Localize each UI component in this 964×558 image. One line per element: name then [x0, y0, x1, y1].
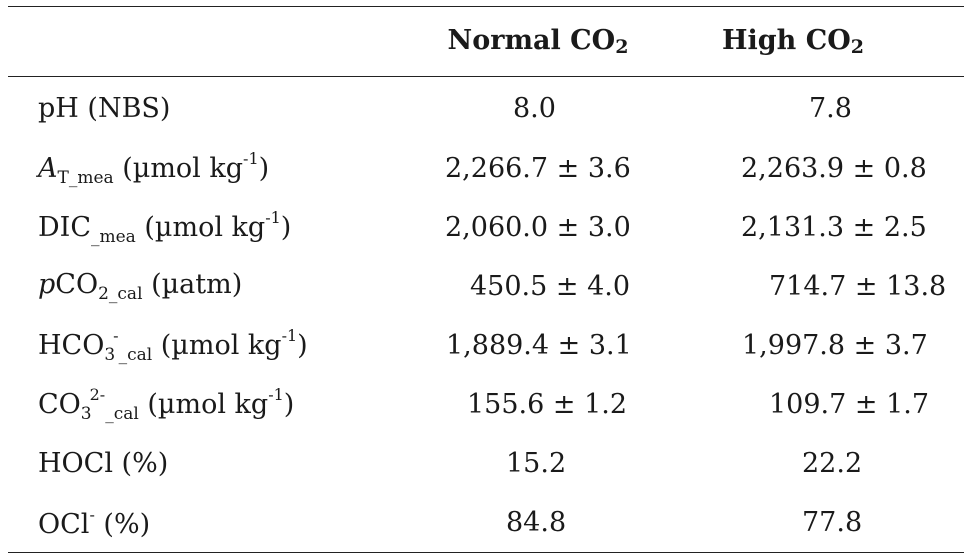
carbonate-chemistry-table-container: Normal CO2 High CO2 pH (NBS) 8.0 7.8 AT_…: [8, 6, 964, 553]
table-row-bicarbonate: HCO3-_cal (µmol kg-1) 1,889.4 ± 3.1 1,99…: [8, 316, 964, 375]
table-row-pco2: pCO2_cal (µatm) 450.5 ± 4.0 714.7 ± 13.8: [8, 257, 964, 316]
cell-high-bicarbonate: 1,997.8 ± 3.7: [742, 330, 928, 361]
cell-high-pco2: 714.7 ± 13.8: [769, 271, 947, 302]
cell-high-total-alkalinity: 2,263.9 ± 0.8: [741, 153, 927, 184]
cell-high-ocl: 77.8: [802, 507, 863, 538]
table-row-total-alkalinity: AT_mea (µmol kg-1) 2,266.7 ± 3.6 2,263.9…: [8, 139, 964, 198]
cell-high-carbonate: 109.7 ± 1.7: [769, 389, 930, 420]
row-label-bicarbonate: HCO3-_cal (µmol kg-1): [38, 326, 308, 365]
table-row-hocl: HOCl (%) 15.2 22.2: [8, 434, 964, 493]
row-label-hocl: HOCl (%): [38, 448, 169, 479]
table-row-ocl: OCl- (%) 84.8 77.8: [8, 493, 964, 553]
carbonate-chemistry-table: Normal CO2 High CO2 pH (NBS) 8.0 7.8 AT_…: [8, 6, 964, 553]
table-row-dic: DIC_mea (µmol kg-1) 2,060.0 ± 3.0 2,131.…: [8, 198, 964, 257]
header-normal-co2: Normal CO2: [447, 25, 629, 58]
row-label-total-alkalinity: AT_mea (µmol kg-1): [38, 149, 270, 188]
cell-normal-total-alkalinity: 2,266.7 ± 3.6: [445, 153, 631, 184]
cell-normal-dic: 2,060.0 ± 3.0: [445, 212, 631, 243]
row-label-carbonate: CO32-_cal (µmol kg-1): [38, 385, 295, 424]
cell-high-dic: 2,131.3 ± 2.5: [741, 212, 927, 243]
cell-normal-carbonate: 155.6 ± 1.2: [467, 389, 628, 420]
header-high-co2: High CO2: [722, 25, 864, 58]
header-empty-cell: [8, 7, 408, 77]
cell-normal-bicarbonate: 1,889.4 ± 3.1: [446, 330, 632, 361]
row-label-ocl: OCl- (%): [38, 505, 151, 540]
cell-normal-hocl: 15.2: [506, 448, 567, 479]
table-row-carbonate: CO32-_cal (µmol kg-1) 155.6 ± 1.2 109.7 …: [8, 375, 964, 434]
row-label-dic: DIC_mea (µmol kg-1): [38, 208, 292, 247]
cell-normal-ocl: 84.8: [506, 507, 567, 538]
row-label-pco2: pCO2_cal (µatm): [38, 269, 243, 304]
row-label-ph: pH (NBS): [38, 92, 171, 124]
header-row: Normal CO2 High CO2: [8, 6, 964, 77]
cell-normal-ph: 8.0: [513, 92, 556, 124]
cell-normal-pco2: 450.5 ± 4.0: [470, 271, 631, 302]
cell-high-ph: 7.8: [809, 92, 852, 124]
table-row-ph: pH (NBS) 8.0 7.8: [8, 77, 964, 140]
cell-high-hocl: 22.2: [802, 448, 863, 479]
